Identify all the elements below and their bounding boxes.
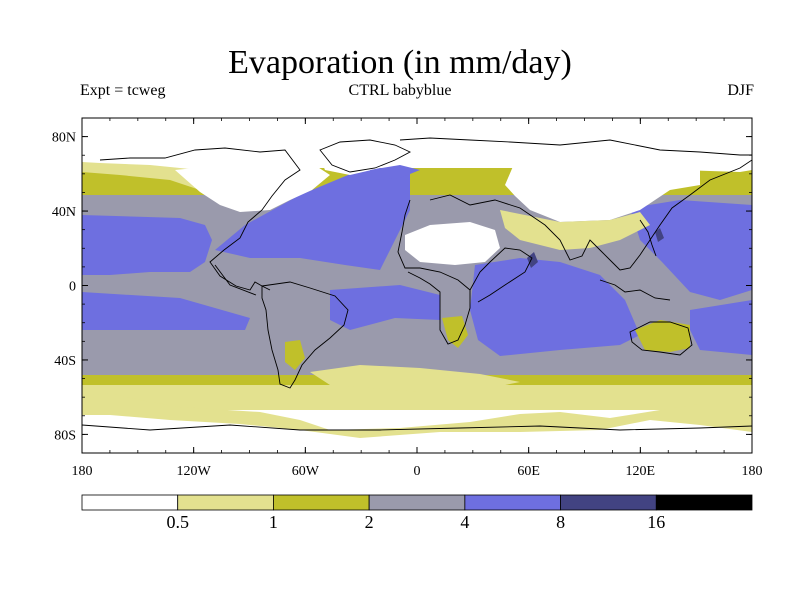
coast-maritime-continent [599,279,671,301]
fill-level-2-south-america [285,340,305,370]
fill-level-4-norwegian-sea [370,165,420,180]
x-axis: 180 120W 60W 0 60E 120E 180 [72,118,763,479]
colorbar-label: 8 [556,512,565,532]
y-tick-label: 0 [69,280,76,295]
fill-level-4-indian-ocean [470,258,640,356]
colorbar-swatch [655,494,753,511]
colorbar-label: 16 [647,512,665,532]
coast-south-america [261,281,349,389]
x-tick-label: 180 [72,464,93,479]
x-tick-label: 0 [414,464,421,479]
colorbar-swatch [368,494,466,511]
x-tick-label: 60W [292,464,320,479]
colorbar-swatch [81,494,179,511]
coast-antarctica [82,424,752,431]
coast-africa-west [397,199,471,345]
fill-level-0-sahara [405,222,500,265]
fill-level-5-east-china-sea [655,228,664,242]
coast-horn-of-africa [469,247,533,303]
y-axis: 80N 40N 0 40S 80S [52,131,752,443]
fill-level-4-south-pacific [82,292,250,330]
colorbar-swatch [560,494,657,511]
fill-level-2-australia [635,320,690,352]
fill-level-2-southern-africa [442,316,468,348]
fill-level-1-south-atlantic-gap [310,365,520,392]
coast-japan [639,219,657,257]
fill-level-0-high-north [82,118,752,182]
fill-level-4-south-atlantic [330,285,440,330]
run-label: CTRL babyblue [348,82,452,99]
experiment-label: Expt = tcweg [80,82,166,99]
y-tick-label: 80N [52,131,76,146]
colorbar-label: 0.5 [166,512,189,532]
fill-level-0-greenland [315,140,420,175]
x-tick-label: 60E [517,464,540,479]
season-label: DJF [727,82,754,99]
y-tick-label: 80S [54,428,76,443]
coast-north-america [99,147,301,291]
coastline-layer [82,137,752,431]
fill-level-1-antarctic-coast [82,393,752,438]
coast-eurasia-south [429,159,752,271]
fill-level-0-north-america [175,160,330,212]
y-tick-label: 40S [54,354,76,369]
colorbar-swatch [464,494,561,511]
contour-fill-layer [82,118,752,453]
colorbar-label: 2 [365,512,374,532]
x-tick-label: 120W [177,464,212,479]
fill-level-4-north-atlantic [215,165,410,270]
coast-central-america [214,264,257,296]
x-tick-label: 120E [626,464,656,479]
y-tick-label: 40N [52,205,76,220]
colorbar-label: 4 [460,512,469,532]
coast-greenland [319,139,412,173]
coast-eurasia-north [399,137,752,156]
fill-level-0-eurasia [505,145,700,222]
fill-level-4-southwest-pacific [690,300,752,355]
x-tick-label: 180 [742,464,763,479]
colorbar: 0.5 1 2 4 8 16 [81,494,753,532]
colorbar-label: 1 [269,512,278,532]
colorbar-swatch [273,494,370,511]
colorbar-swatch [177,494,274,511]
page-title: Evaporation (in mm/day) [228,44,572,81]
fill-level-4-north-pacific-east [82,215,212,275]
coast-australia [629,321,693,356]
